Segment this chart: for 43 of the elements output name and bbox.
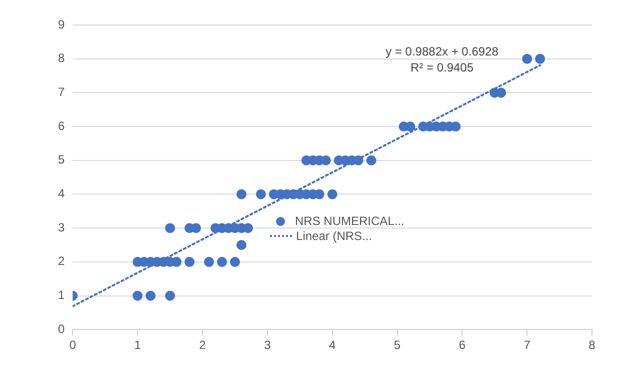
y-tick-label: 1 bbox=[58, 288, 65, 302]
x-tick-label: 3 bbox=[264, 338, 272, 352]
y-tick-label: 9 bbox=[58, 17, 65, 32]
point bbox=[216, 256, 227, 267]
point bbox=[236, 240, 246, 250]
legend-label: NRS NUMERICAL... bbox=[295, 214, 404, 229]
point bbox=[172, 256, 182, 267]
point bbox=[450, 122, 461, 132]
point bbox=[405, 122, 416, 132]
point bbox=[230, 256, 240, 267]
x-tick-label: 8 bbox=[588, 338, 596, 352]
x-tick-label: 5 bbox=[394, 338, 401, 352]
point bbox=[256, 189, 266, 200]
y-tick-label: 7 bbox=[58, 85, 65, 99]
point bbox=[165, 290, 176, 301]
point bbox=[132, 290, 143, 301]
annotation: y = 0.9882x + 0.6928 bbox=[386, 44, 499, 58]
point bbox=[535, 54, 546, 64]
point bbox=[366, 155, 376, 166]
point bbox=[146, 290, 156, 301]
point bbox=[327, 189, 338, 200]
y-tick-label: 5 bbox=[58, 152, 65, 167]
y-tick-label: 6 bbox=[58, 118, 65, 133]
x-tick-label: 1 bbox=[134, 338, 142, 352]
y-tick-label: 0 bbox=[58, 322, 65, 336]
x-tick-label: 2 bbox=[199, 338, 206, 352]
point bbox=[496, 88, 506, 98]
x-tick-label: 0 bbox=[69, 338, 76, 352]
y-tick-label: 3 bbox=[58, 220, 65, 234]
point bbox=[165, 223, 176, 234]
y-tick-label: 2 bbox=[58, 254, 65, 268]
y-tick-label: 4 bbox=[58, 186, 65, 201]
point bbox=[236, 189, 246, 200]
legend-label: Linear (NRS... bbox=[296, 228, 372, 244]
x-tick-label: 4 bbox=[328, 338, 336, 352]
y-tick-label: 8 bbox=[58, 51, 65, 66]
point bbox=[522, 54, 532, 64]
point bbox=[184, 256, 195, 267]
annotation: R² = 0.9405 bbox=[410, 60, 474, 74]
x-tick-label: 6 bbox=[458, 338, 466, 352]
point bbox=[191, 223, 202, 234]
x-tick-label: 7 bbox=[524, 338, 531, 352]
point bbox=[204, 256, 214, 267]
